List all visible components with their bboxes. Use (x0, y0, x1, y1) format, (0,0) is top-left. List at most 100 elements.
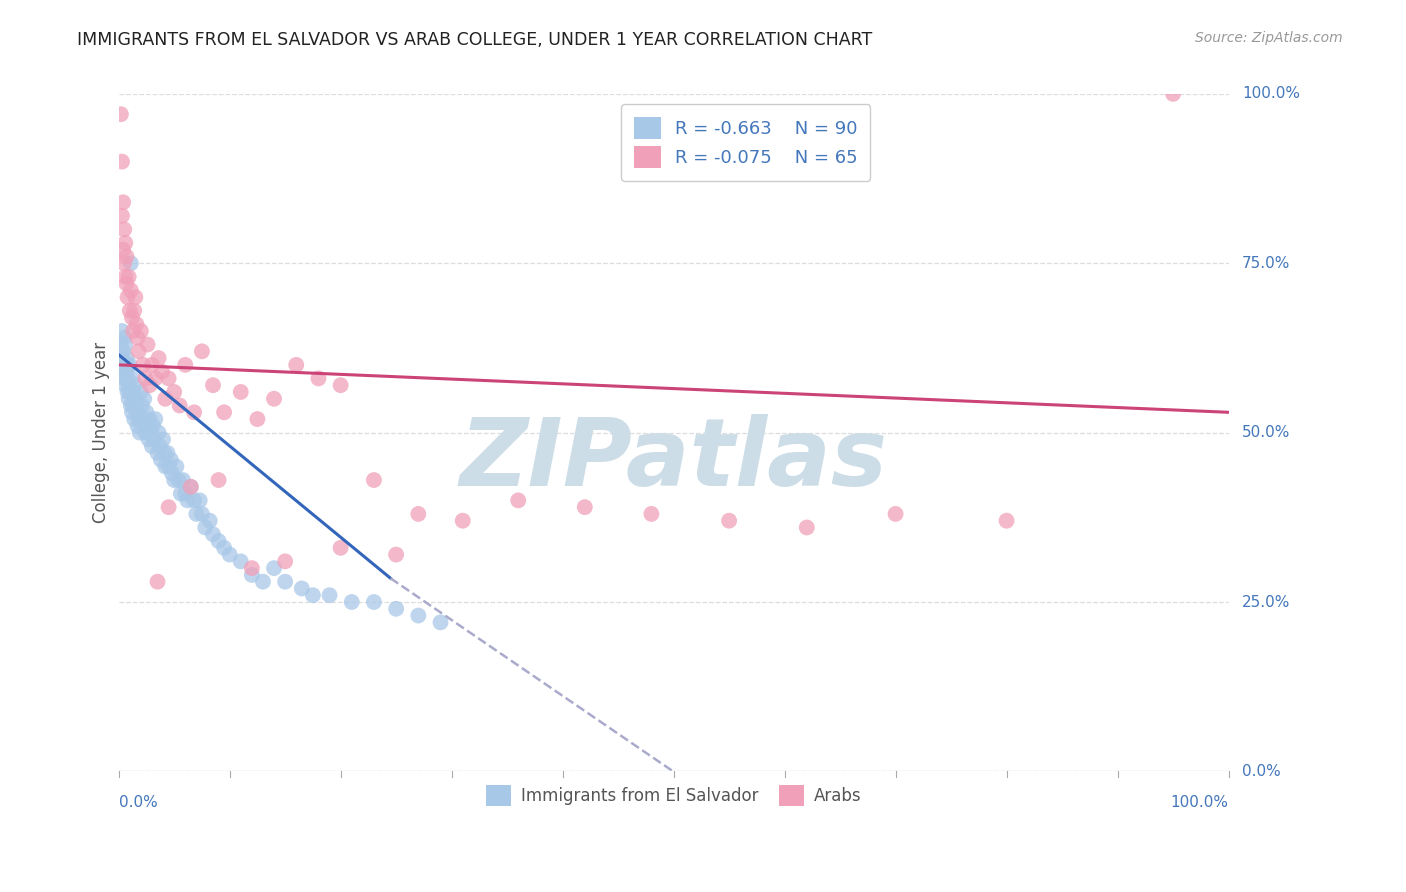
Point (128, 412, 150, 426)
Point (155, 459, 177, 474)
Point (112, 358, 135, 372)
Point (218, 548, 240, 562)
Point (508, 493, 530, 508)
Point (115, 351, 138, 365)
Point (429, 615, 451, 630)
Point (141, 439, 163, 453)
Point (385, 548, 408, 562)
Point (111, 209, 134, 223)
Point (131, 399, 153, 413)
Y-axis label: College, Under 1 year: College, Under 1 year (93, 342, 110, 524)
Point (121, 310, 143, 325)
Point (246, 412, 269, 426)
Point (134, 425, 156, 440)
Point (718, 514, 741, 528)
Point (121, 405, 143, 419)
Point (139, 412, 162, 426)
Point (307, 371, 329, 385)
Point (150, 365, 173, 379)
Point (136, 418, 159, 433)
Point (118, 303, 141, 318)
Point (124, 378, 146, 392)
Point (124, 290, 146, 304)
Point (174, 358, 197, 372)
Point (157, 459, 180, 474)
Point (111, 324, 134, 338)
Point (340, 595, 363, 609)
Point (172, 473, 194, 487)
Point (640, 507, 662, 521)
Point (1161, 87, 1184, 101)
Point (138, 433, 160, 447)
Point (165, 459, 187, 474)
Point (127, 418, 149, 433)
Point (115, 365, 138, 379)
Text: IMMIGRANTS FROM EL SALVADOR VS ARAB COLLEGE, UNDER 1 YEAR CORRELATION CHART: IMMIGRANTS FROM EL SALVADOR VS ARAB COLL… (77, 31, 873, 49)
Point (201, 378, 224, 392)
Point (120, 399, 142, 413)
Point (170, 486, 193, 500)
Point (115, 250, 138, 264)
Point (240, 561, 263, 575)
Point (118, 378, 141, 392)
Point (318, 588, 340, 602)
Point (174, 486, 197, 500)
Point (191, 507, 214, 521)
Point (156, 446, 179, 460)
Point (146, 574, 169, 589)
Point (114, 378, 136, 392)
Point (134, 392, 156, 406)
Point (117, 384, 139, 399)
Point (884, 507, 907, 521)
Point (111, 154, 134, 169)
Point (122, 399, 145, 413)
Point (169, 399, 191, 413)
Point (183, 493, 205, 508)
Point (263, 392, 285, 406)
Point (114, 269, 136, 284)
Point (274, 574, 297, 589)
Point (121, 371, 143, 385)
Point (263, 561, 285, 575)
Text: 100.0%: 100.0% (1171, 795, 1229, 810)
Point (240, 568, 263, 582)
Point (153, 446, 176, 460)
Point (122, 303, 145, 318)
Point (207, 473, 229, 487)
Point (574, 500, 596, 515)
Point (124, 392, 146, 406)
Point (143, 371, 166, 385)
Text: Source: ZipAtlas.com: Source: ZipAtlas.com (1195, 31, 1343, 45)
Text: 25.0%: 25.0% (1241, 594, 1291, 609)
Legend: Immigrants from El Salvador, Arabs: Immigrants from El Salvador, Arabs (478, 777, 869, 814)
Point (176, 493, 198, 508)
Point (146, 446, 169, 460)
Point (201, 527, 224, 541)
Point (191, 344, 214, 359)
Point (212, 405, 235, 419)
Point (180, 480, 202, 494)
Point (408, 608, 430, 623)
Point (112, 365, 135, 379)
Point (329, 541, 352, 555)
Point (125, 317, 148, 331)
Point (157, 500, 180, 515)
Point (143, 412, 166, 426)
Point (141, 358, 163, 372)
Point (149, 439, 172, 453)
Point (132, 412, 155, 426)
Point (159, 452, 181, 467)
Point (155, 392, 177, 406)
Point (148, 351, 170, 365)
Text: 75.0%: 75.0% (1241, 256, 1291, 271)
Point (148, 425, 170, 440)
Point (194, 520, 217, 534)
Point (207, 534, 229, 549)
Point (118, 392, 141, 406)
Point (111, 351, 134, 365)
Point (122, 412, 145, 426)
Point (112, 344, 135, 359)
Text: 0.0%: 0.0% (1241, 764, 1281, 779)
Point (127, 331, 149, 345)
Point (188, 493, 211, 508)
